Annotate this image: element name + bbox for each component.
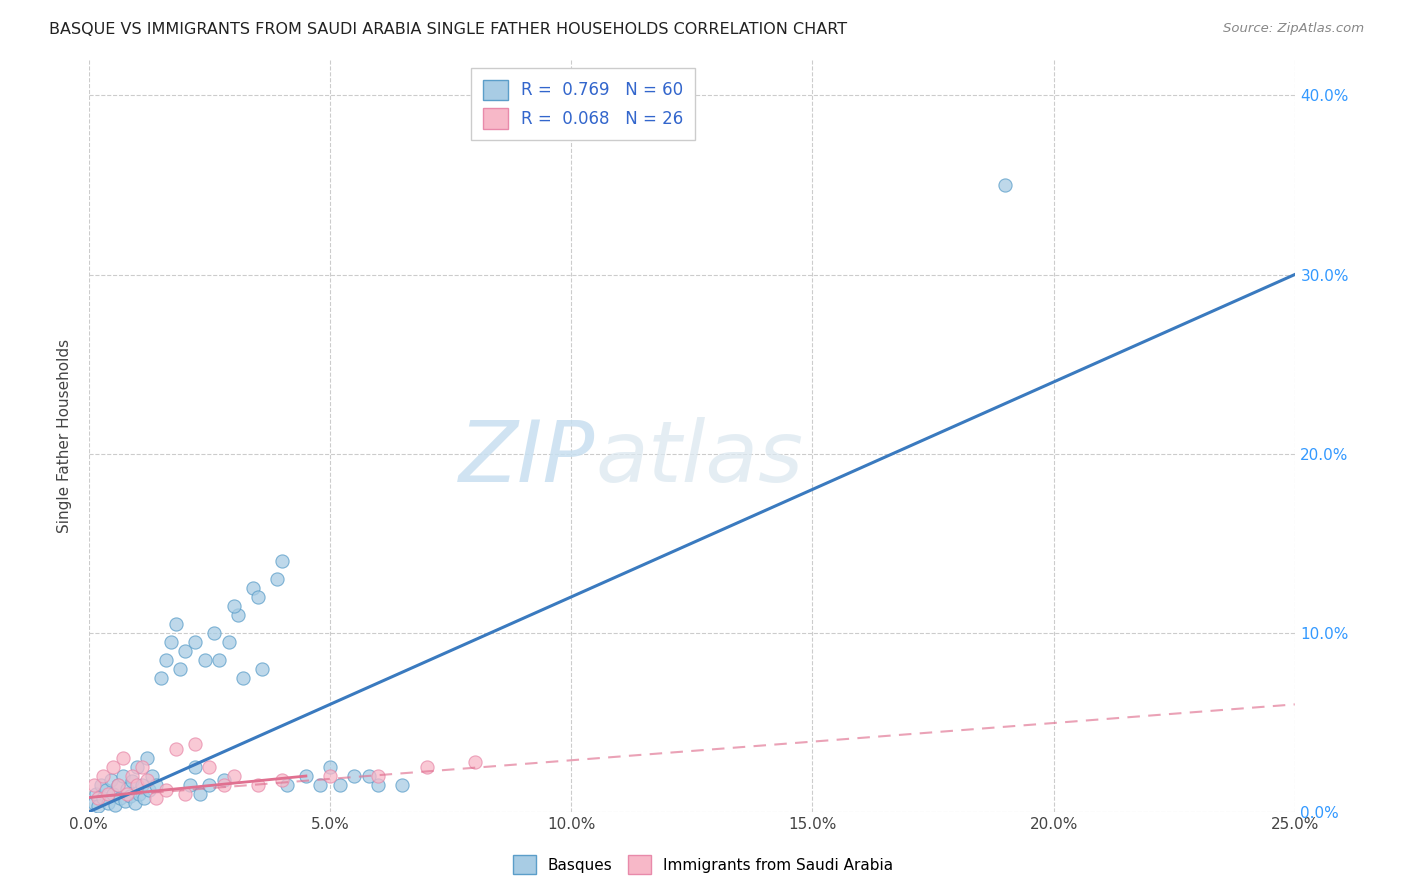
Point xyxy=(367,778,389,792)
Point xyxy=(242,581,264,595)
Point xyxy=(252,662,274,676)
Point xyxy=(145,790,167,805)
Point xyxy=(135,772,157,787)
Point xyxy=(94,783,117,797)
Legend: R =  0.769   N = 60, R =  0.068   N = 26: R = 0.769 N = 60, R = 0.068 N = 26 xyxy=(471,68,695,140)
Point xyxy=(367,769,389,783)
Point xyxy=(266,572,288,586)
Point xyxy=(100,772,122,787)
Point xyxy=(121,774,143,789)
Point xyxy=(97,787,120,801)
Point xyxy=(198,760,221,774)
Point xyxy=(114,794,136,808)
Point xyxy=(118,789,141,803)
Text: BASQUE VS IMMIGRANTS FROM SAUDI ARABIA SINGLE FATHER HOUSEHOLDS CORRELATION CHAR: BASQUE VS IMMIGRANTS FROM SAUDI ARABIA S… xyxy=(49,22,848,37)
Point xyxy=(160,634,183,648)
Point xyxy=(208,652,231,666)
Point xyxy=(83,778,105,792)
Point xyxy=(83,796,105,810)
Point xyxy=(145,778,167,792)
Point xyxy=(218,634,240,648)
Point xyxy=(184,760,207,774)
Point xyxy=(90,778,112,792)
Point xyxy=(125,778,148,792)
Point xyxy=(212,772,235,787)
Point xyxy=(270,554,292,568)
Point xyxy=(150,671,173,685)
Point xyxy=(107,778,129,792)
Point xyxy=(179,778,201,792)
Point xyxy=(194,652,217,666)
Point xyxy=(174,787,197,801)
Point xyxy=(91,769,114,783)
Point xyxy=(155,652,177,666)
Point xyxy=(125,760,148,774)
Point xyxy=(101,760,124,774)
Y-axis label: Single Father Households: Single Father Households xyxy=(58,339,72,533)
Point xyxy=(232,671,254,685)
Point xyxy=(391,778,413,792)
Point xyxy=(165,616,187,631)
Point xyxy=(212,778,235,792)
Legend: Basques, Immigrants from Saudi Arabia: Basques, Immigrants from Saudi Arabia xyxy=(506,849,900,880)
Text: ZIP: ZIP xyxy=(460,417,595,500)
Point xyxy=(141,769,163,783)
Point xyxy=(155,783,177,797)
Point xyxy=(309,778,332,792)
Point xyxy=(124,796,146,810)
Point xyxy=(107,778,129,792)
Point xyxy=(276,778,298,792)
Point xyxy=(165,742,187,756)
Text: Source: ZipAtlas.com: Source: ZipAtlas.com xyxy=(1223,22,1364,36)
Point xyxy=(319,769,342,783)
Point xyxy=(994,178,1017,192)
Point xyxy=(97,796,120,810)
Point xyxy=(101,787,124,801)
Point xyxy=(174,643,197,657)
Point xyxy=(222,599,245,613)
Point xyxy=(134,790,156,805)
Point xyxy=(135,751,157,765)
Point xyxy=(357,769,380,783)
Point xyxy=(87,799,110,814)
Point xyxy=(464,755,486,769)
Point xyxy=(343,769,366,783)
Point xyxy=(188,787,211,801)
Point xyxy=(111,769,134,783)
Point xyxy=(84,787,107,801)
Point xyxy=(295,769,318,783)
Text: atlas: atlas xyxy=(595,417,803,500)
Point xyxy=(131,760,153,774)
Point xyxy=(104,797,127,812)
Point xyxy=(184,634,207,648)
Point xyxy=(319,760,342,774)
Point xyxy=(131,778,153,792)
Point xyxy=(184,737,207,751)
Point xyxy=(117,781,139,796)
Point xyxy=(246,590,269,604)
Point xyxy=(138,783,160,797)
Point xyxy=(222,769,245,783)
Point xyxy=(108,790,131,805)
Point xyxy=(246,778,269,792)
Point xyxy=(198,778,221,792)
Point xyxy=(91,790,114,805)
Point xyxy=(329,778,352,792)
Point xyxy=(228,607,250,622)
Point xyxy=(415,760,437,774)
Point xyxy=(128,787,150,801)
Point xyxy=(87,790,110,805)
Point xyxy=(270,772,292,787)
Point xyxy=(202,625,225,640)
Point xyxy=(117,787,139,801)
Point xyxy=(111,751,134,765)
Point xyxy=(169,662,191,676)
Point xyxy=(121,769,143,783)
